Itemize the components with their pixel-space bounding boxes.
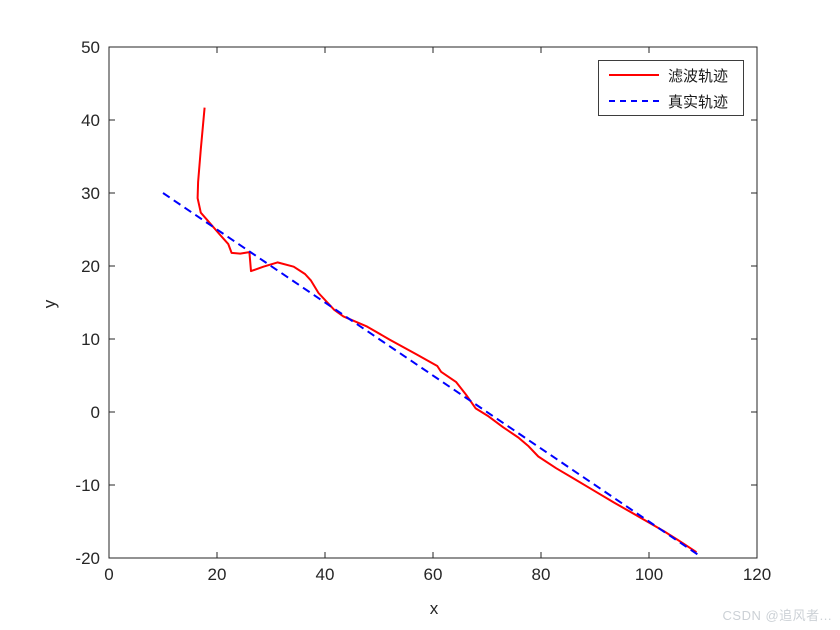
y-tick-label: 0	[91, 403, 100, 422]
series-line-1	[162, 192, 699, 556]
y-axis-label: y	[40, 299, 59, 309]
legend-label-filtered: 滤波轨迹	[668, 67, 729, 85]
series-line-0	[196, 107, 698, 554]
legend-item-true[interactable]: 真实轨迹	[609, 92, 735, 111]
legend-line-dashed-blue-icon	[609, 100, 659, 102]
y-tick-label: 30	[81, 184, 100, 203]
x-tick-label: 120	[743, 565, 771, 584]
y-tick-label: 10	[81, 330, 100, 349]
x-tick-label: 80	[532, 565, 551, 584]
x-axis-label: x	[429, 599, 439, 618]
legend[interactable]: 滤波轨迹 真实轨迹	[598, 60, 744, 116]
legend-line-solid-red-icon	[609, 74, 659, 76]
y-tick-label: 20	[81, 257, 100, 276]
legend-item-filtered[interactable]: 滤波轨迹	[609, 66, 735, 85]
x-tick-label: 40	[316, 565, 335, 584]
x-tick-label: 100	[635, 565, 663, 584]
y-tick-label: -20	[75, 549, 100, 568]
x-tick-label: 20	[208, 565, 227, 584]
axes-frame	[108, 46, 758, 559]
y-tick-label: 50	[81, 38, 100, 57]
watermark: CSDN @追风者...	[722, 608, 832, 623]
y-tick-label: -10	[75, 476, 100, 495]
legend-label-true: 真实轨迹	[668, 93, 729, 111]
y-tick-label: 40	[81, 111, 100, 130]
x-tick-label: 60	[424, 565, 443, 584]
x-tick-label: 0	[104, 565, 113, 584]
